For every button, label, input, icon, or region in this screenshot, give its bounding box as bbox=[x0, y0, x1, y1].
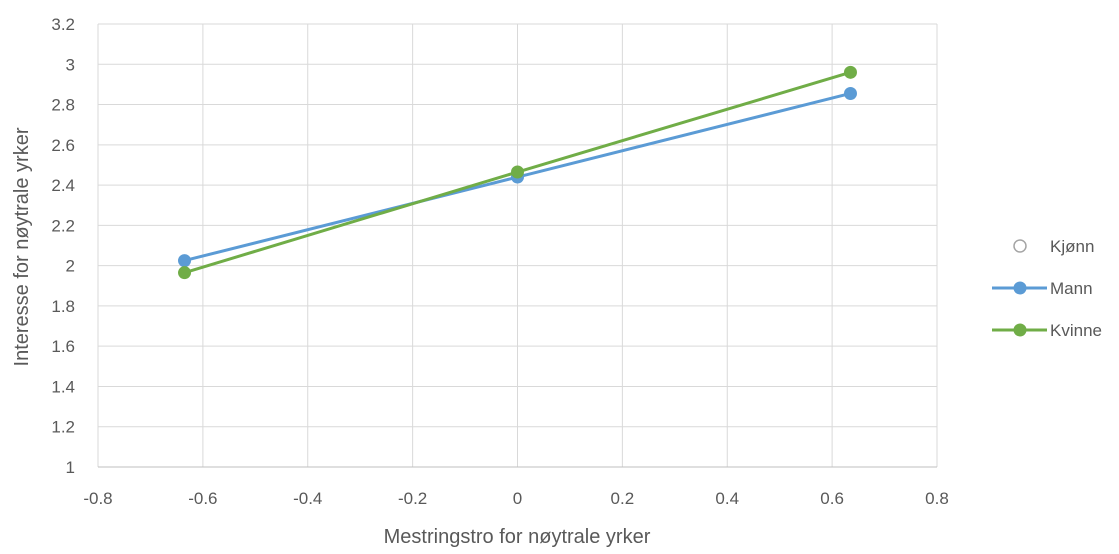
x-tick-label: 0.8 bbox=[925, 489, 949, 508]
y-tick-label: 2 bbox=[66, 257, 75, 276]
legend-marker-icon bbox=[1013, 281, 1027, 295]
x-tick-label: -0.2 bbox=[398, 489, 427, 508]
legend: Kjønn Mann Kvinne bbox=[992, 237, 1102, 340]
legend-item-mann: Mann bbox=[992, 279, 1093, 298]
x-tick-label: 0.4 bbox=[715, 489, 739, 508]
legend-marker-icon bbox=[1013, 323, 1027, 337]
y-tick-label: 2.2 bbox=[51, 216, 75, 235]
x-tick-label: -0.6 bbox=[188, 489, 217, 508]
x-tick-label: 0.2 bbox=[611, 489, 635, 508]
y-tick-label: 3 bbox=[66, 55, 75, 74]
y-tick-label: 2.8 bbox=[51, 96, 75, 115]
legend-item-kj-nn: Kjønn bbox=[1013, 237, 1094, 256]
legend-marker-icon bbox=[1013, 239, 1027, 253]
x-tick-label: -0.8 bbox=[83, 489, 112, 508]
y-tick-label: 2.6 bbox=[51, 136, 75, 155]
tick-labels: -0.8 -0.6 -0.4 -0.2 0 0.2 0.4 0.6 0.8 1 1.2 1.4 1.6 1… bbox=[51, 15, 948, 508]
x-tick-label: -0.4 bbox=[293, 489, 322, 508]
y-tick-label: 3.2 bbox=[51, 15, 75, 34]
y-tick-label: 1.2 bbox=[51, 418, 75, 437]
x-tick-label: 0.6 bbox=[820, 489, 844, 508]
y-tick-label: 1.4 bbox=[51, 377, 75, 396]
legend-label: Kvinne bbox=[1050, 321, 1102, 340]
data-point-kvinne bbox=[843, 65, 857, 79]
legend-label: Mann bbox=[1050, 279, 1093, 298]
data-point-mann bbox=[843, 86, 857, 100]
series-kvinne bbox=[178, 65, 857, 280]
y-axis-title: Interesse for nøytrale yrker bbox=[11, 127, 33, 366]
data-point-mann bbox=[178, 254, 192, 268]
y-tick-label: 2.4 bbox=[51, 176, 75, 195]
y-tick-label: 1 bbox=[66, 458, 75, 477]
legend-label: Kjønn bbox=[1050, 237, 1094, 256]
y-tick-label: 1.8 bbox=[51, 297, 75, 316]
x-tick-label: 0 bbox=[513, 489, 522, 508]
grid-lines bbox=[97, 23, 938, 468]
y-tick-label: 1.6 bbox=[51, 337, 75, 356]
legend-item-kvinne: Kvinne bbox=[992, 321, 1102, 340]
series-layer bbox=[178, 65, 857, 280]
data-point-kvinne bbox=[178, 266, 192, 280]
data-point-kvinne bbox=[511, 165, 524, 179]
x-axis-title: Mestringstro for nøytrale yrker bbox=[384, 526, 651, 548]
